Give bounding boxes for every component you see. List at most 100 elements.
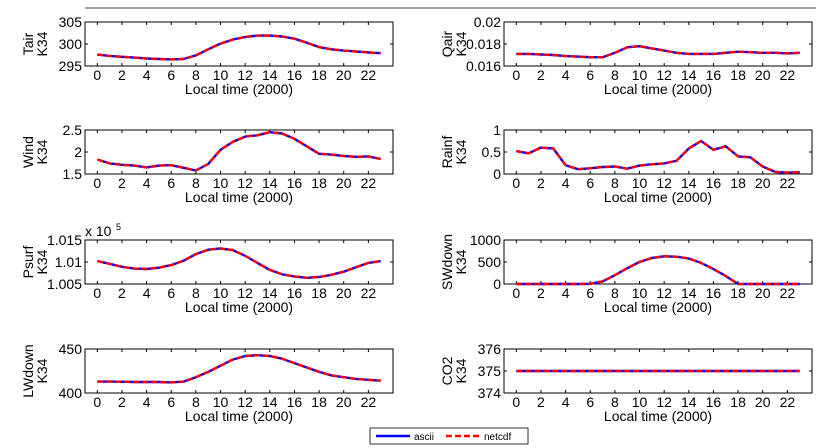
x-tick-label: 2 <box>118 394 126 410</box>
x-tick-label: 20 <box>755 67 771 83</box>
x-tick-label: 10 <box>632 285 648 301</box>
x-tick-label: 10 <box>213 67 229 83</box>
x-tick-label: 12 <box>656 394 672 410</box>
x-tick-label: 20 <box>336 394 352 410</box>
y-tick-label: 0 <box>493 166 501 182</box>
y-tick-label: 1.015 <box>47 232 82 248</box>
x-tick-label: 0 <box>93 175 101 191</box>
x-tick-label: 4 <box>143 394 151 410</box>
x-tick-label: 10 <box>213 175 229 191</box>
y-tick-label: 0.016 <box>466 58 501 74</box>
x-tick-label: 8 <box>611 285 619 301</box>
panel-lwdown: 0 2 4 6 8 10 12 14 16 18 20 22 400 450 Local time (200… <box>20 341 394 424</box>
x-axis-label: Local time (2000) <box>604 81 712 97</box>
y-tick-label: 500 <box>478 254 502 270</box>
y-axis-sublabel: K34 <box>34 31 50 56</box>
x-tick-label: 16 <box>706 394 722 410</box>
x-tick-label: 22 <box>361 394 377 410</box>
x-axis-label: Local time (2000) <box>604 299 712 315</box>
x-tick-label: 4 <box>143 285 151 301</box>
x-tick-label: 18 <box>730 394 746 410</box>
x-tick-label: 22 <box>780 175 796 191</box>
y-axis-label: SWdown <box>439 234 455 290</box>
x-tick-label: 16 <box>287 285 303 301</box>
y-tick-label: 0 <box>493 276 501 292</box>
x-tick-label: 18 <box>730 285 746 301</box>
x-tick-label: 4 <box>143 175 151 191</box>
series-line-netcdf <box>516 139 800 174</box>
x-tick-label: 18 <box>311 394 327 410</box>
x-tick-label: 16 <box>287 175 303 191</box>
y-axis-sublabel: K34 <box>453 139 469 164</box>
y-tick-label: 400 <box>59 385 83 401</box>
y-axis-label: Psurf <box>20 246 36 279</box>
x-tick-label: 10 <box>632 175 648 191</box>
x-tick-label: 20 <box>755 394 771 410</box>
y-tick-label: 0.018 <box>466 36 501 52</box>
x-tick-label: 20 <box>336 285 352 301</box>
x-axis-label: Local time (2000) <box>604 189 712 205</box>
x-tick-label: 18 <box>311 175 327 191</box>
x-tick-label: 6 <box>167 67 175 83</box>
series-line-netcdf <box>97 247 381 279</box>
x-tick-label: 8 <box>192 175 200 191</box>
x-tick-label: 14 <box>262 175 278 191</box>
x-tick-label: 14 <box>262 67 278 83</box>
x-tick-label: 0 <box>512 394 520 410</box>
y-tick-label: 2 <box>74 144 82 160</box>
x-tick-label: 18 <box>311 285 327 301</box>
y-axis-sublabel: K34 <box>34 139 50 164</box>
x-tick-label: 0 <box>512 67 520 83</box>
x-tick-label: 14 <box>681 285 697 301</box>
axes-box <box>84 21 394 67</box>
x-tick-label: 4 <box>562 285 570 301</box>
x-tick-label: 22 <box>361 67 377 83</box>
panel-co2: 0 2 4 6 8 10 12 14 16 18 20 22 374 375 376 Local time (… <box>439 341 813 424</box>
x-tick-label: 12 <box>237 394 253 410</box>
x-tick-label: 2 <box>537 175 545 191</box>
x-tick-label: 12 <box>656 67 672 83</box>
y-tick-label: 305 <box>59 14 83 30</box>
x-axis-label: Local time (2000) <box>604 408 712 424</box>
x-tick-label: 2 <box>537 67 545 83</box>
y-axis-label: CO2 <box>439 356 455 385</box>
axes-box <box>503 21 813 67</box>
x-tick-label: 6 <box>167 394 175 410</box>
x-axis-label: Local time (2000) <box>185 408 293 424</box>
x-tick-label: 10 <box>213 285 229 301</box>
axes-box <box>84 129 394 175</box>
x-tick-label: 8 <box>192 285 200 301</box>
x-tick-label: 0 <box>93 394 101 410</box>
y-tick-label: 0.5 <box>482 144 502 160</box>
x-tick-label: 18 <box>311 67 327 83</box>
y-tick-label: 2.5 <box>63 122 83 138</box>
x-tick-label: 6 <box>586 394 594 410</box>
x-tick-label: 22 <box>361 285 377 301</box>
panel-qair: 0 2 4 6 8 10 12 14 16 18 20 22 0.016 0.018 0.02 Local t… <box>439 14 813 97</box>
panel-rainf: 0 2 4 6 8 10 12 14 16 18 20 22 0 0.5 1 Local time (2000… <box>439 122 813 205</box>
y-tick-label: 374 <box>478 385 502 401</box>
x-tick-label: 2 <box>118 175 126 191</box>
x-tick-label: 20 <box>336 175 352 191</box>
y-axis-label: Rainf <box>439 136 455 169</box>
x-tick-label: 8 <box>192 67 200 83</box>
x-tick-label: 4 <box>143 67 151 83</box>
x-tick-label: 18 <box>730 67 746 83</box>
x-axis-label: Local time (2000) <box>185 189 293 205</box>
x-tick-label: 8 <box>611 175 619 191</box>
y-tick-label: 1.005 <box>47 276 82 292</box>
x-tick-label: 16 <box>706 175 722 191</box>
x-tick-label: 6 <box>586 67 594 83</box>
legend-label-ascii: ascii <box>414 432 434 443</box>
y-axis-sublabel: K34 <box>34 249 50 274</box>
x-tick-label: 12 <box>237 67 253 83</box>
y-axis-sublabel: K34 <box>453 249 469 274</box>
x-tick-label: 16 <box>706 285 722 301</box>
series-line-netcdf <box>97 34 381 61</box>
x-tick-label: 18 <box>730 175 746 191</box>
y-tick-label: 375 <box>478 363 502 379</box>
x-axis-label: Local time (2000) <box>185 81 293 97</box>
axes-box <box>503 239 813 285</box>
